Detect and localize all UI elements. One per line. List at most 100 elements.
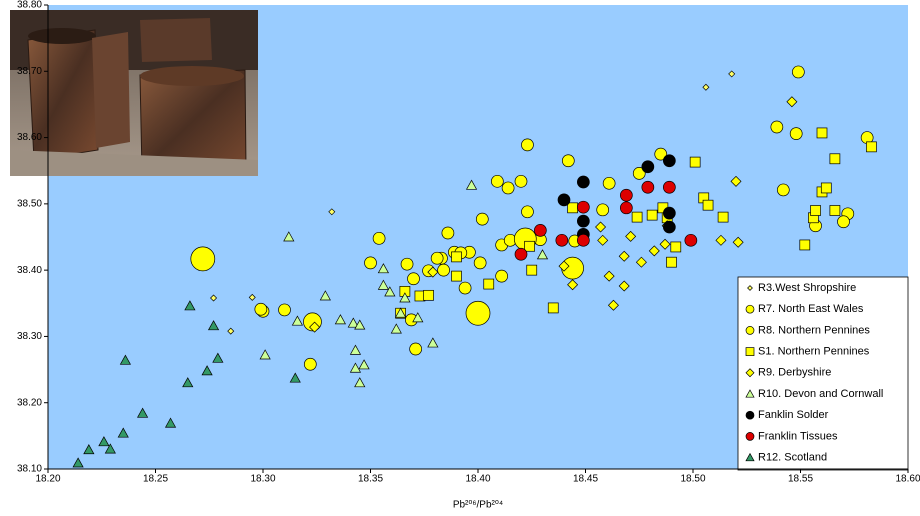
data-point [648,245,660,257]
data-point [730,175,742,187]
data-point [334,314,346,325]
data-point [349,362,362,373]
data-point [483,278,495,290]
data-point [666,256,677,268]
data-point [291,315,303,326]
data-point [547,302,559,314]
data-point [190,246,216,272]
data-point [524,240,535,252]
data-point [412,312,424,323]
data-point [662,180,676,194]
data-point [791,65,805,79]
legend-label: R12. Scotland [758,452,827,464]
data-point [473,256,487,270]
data-point [557,193,571,207]
data-point [283,231,295,242]
data-point [395,307,407,318]
data-point [770,120,784,134]
data-point [465,179,478,190]
x-tick-label: 18.40 [465,474,490,485]
data-point [646,209,658,221]
data-point [702,199,714,211]
data-point [319,290,331,301]
data-point [526,264,538,276]
data-point [364,256,377,270]
legend-marker [745,347,755,356]
data-point [715,234,727,246]
data-point [732,236,744,248]
legend-label: S1. Northern Pennines [758,346,870,358]
data-point [377,263,389,274]
data-point [354,377,366,388]
data-point [491,174,504,188]
data-point [635,256,647,268]
legend-label: R9. Derbyshire [758,367,831,379]
data-point [689,156,701,168]
data-point [458,281,472,295]
data-point [184,300,196,311]
legend-marker [745,410,755,420]
data-point [400,257,414,271]
data-point [409,342,422,356]
data-point [576,200,590,214]
data-point [702,83,710,91]
data-point [602,176,616,190]
legend-label: R8. Northern Pennines [758,324,870,336]
y-tick-label: 38.80 [17,0,42,11]
data-point [829,153,841,165]
data-point [309,321,321,333]
data-point [866,141,877,153]
legend-marker [747,285,753,291]
y-tick-label: 38.10 [17,464,42,475]
data-point [164,417,177,428]
data-point [799,239,811,251]
data-point [465,300,491,326]
y-tick-label: 38.70 [17,66,42,77]
data-point [837,215,850,229]
legend-marker [745,368,755,378]
data-point [596,203,610,217]
legend-marker [745,326,755,335]
y-tick-label: 38.20 [17,397,42,408]
data-point [641,180,655,194]
data-point [98,436,110,447]
data-point [558,260,570,272]
data-point [441,226,455,240]
data-point [567,279,579,291]
data-point [521,205,534,219]
x-axis-label: Pb²⁰⁶/Pb²⁰⁴ [453,500,503,511]
data-point [597,234,609,246]
data-point [407,272,420,286]
data-point [437,263,450,277]
data-point [625,230,637,242]
data-point [514,174,528,188]
data-point [595,221,607,233]
data-point [119,354,131,365]
data-point [182,377,194,388]
data-point [278,303,291,317]
data-point [303,357,317,371]
data-point [776,183,790,197]
x-tick-label: 18.25 [143,474,168,485]
data-point [104,443,116,454]
data-point [207,320,220,331]
photo-inset [10,10,258,176]
data-point [521,138,534,152]
data-point [254,302,268,316]
data-point [576,175,590,189]
data-point [72,457,84,468]
y-tick-label: 38.30 [17,331,42,342]
legend-marker [745,452,755,462]
data-point [536,249,549,260]
legend-marker [745,432,755,441]
x-tick-label: 18.55 [788,474,813,485]
data-point [201,365,213,376]
data-point [684,233,698,247]
data-point [354,319,366,330]
legend-label: R3.West Shropshire [758,282,856,294]
x-tick-label: 18.50 [680,474,705,485]
data-point [372,231,386,245]
data-point [670,241,682,253]
data-point [576,214,590,228]
legend-label: R10. Devon and Cornwall [758,388,883,400]
